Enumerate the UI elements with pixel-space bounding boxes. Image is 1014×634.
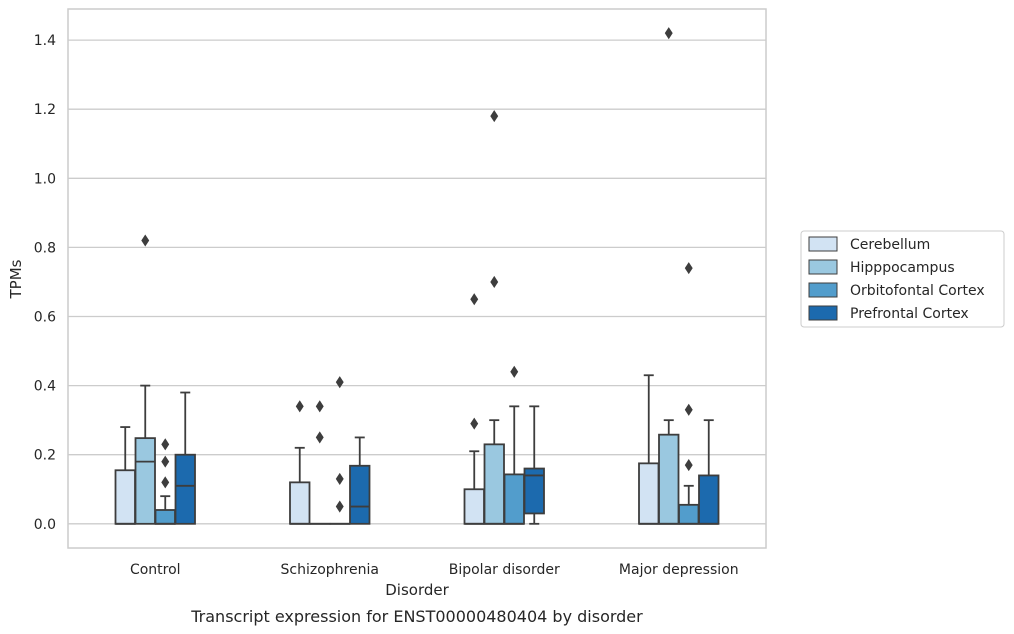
outlier-point bbox=[684, 262, 693, 275]
box-group bbox=[658, 27, 680, 525]
outlier-point bbox=[161, 455, 170, 468]
y-tick-label: 1.0 bbox=[34, 171, 56, 187]
y-axis-title: TPMs bbox=[7, 259, 25, 299]
outlier-point bbox=[470, 293, 479, 306]
box-group bbox=[698, 419, 720, 525]
x-tick-label: Control bbox=[130, 562, 181, 578]
legend-frame bbox=[800, 230, 1005, 328]
y-tick-label: 0.6 bbox=[34, 310, 56, 326]
box-body bbox=[114, 469, 136, 525]
box-body bbox=[483, 443, 505, 525]
y-tick-labels: 0.0 0.2 0.4 0.6 0.8 1.0 1.2 1.4 bbox=[34, 33, 56, 533]
y-tick-label: 1.2 bbox=[34, 102, 56, 118]
box-group bbox=[309, 400, 331, 525]
box-group bbox=[463, 293, 485, 525]
box-body bbox=[134, 437, 156, 525]
outlier-point bbox=[161, 476, 170, 489]
legend-swatch bbox=[808, 236, 838, 252]
outlier-point bbox=[141, 234, 150, 247]
y-tick-label: 0.8 bbox=[34, 240, 56, 256]
outlier-point bbox=[335, 500, 344, 513]
legend-swatch bbox=[808, 282, 838, 298]
outlier-point bbox=[470, 417, 479, 430]
box-group bbox=[154, 438, 176, 525]
box-group bbox=[134, 234, 156, 525]
box-body bbox=[174, 453, 196, 525]
outlier-point bbox=[490, 275, 499, 289]
y-tick-label: 0.0 bbox=[34, 517, 56, 533]
figure-caption: Transcript expression for ENST0000048040… bbox=[190, 607, 643, 626]
box-body bbox=[678, 503, 700, 525]
outlier-point bbox=[490, 110, 499, 123]
box-group bbox=[174, 391, 196, 525]
x-tick-label: Bipolar disorder bbox=[449, 562, 560, 578]
box-group bbox=[289, 400, 311, 525]
box-body bbox=[289, 481, 311, 525]
outlier-point bbox=[161, 438, 170, 451]
outlier-point bbox=[335, 376, 344, 389]
outlier-point bbox=[684, 403, 693, 416]
box-body bbox=[349, 464, 371, 525]
box-group bbox=[114, 426, 136, 525]
x-tick-label: Schizophrenia bbox=[281, 562, 379, 578]
box-body bbox=[523, 467, 545, 515]
legend-swatch bbox=[808, 259, 838, 275]
box-body bbox=[638, 462, 660, 525]
x-tick-labels: Control Schizophrenia Bipolar disorder Majo… bbox=[130, 562, 739, 578]
outlier-point bbox=[295, 400, 304, 413]
y-tick-label: 0.2 bbox=[34, 448, 56, 464]
outlier-point bbox=[315, 431, 324, 444]
outlier-point bbox=[684, 459, 693, 472]
box-group bbox=[638, 374, 660, 525]
plot-area-frame bbox=[67, 8, 767, 549]
box-body bbox=[658, 433, 680, 525]
outlier-point bbox=[315, 400, 324, 413]
outlier-point bbox=[510, 365, 519, 378]
y-tick-label: 1.4 bbox=[34, 33, 56, 49]
box-group bbox=[503, 365, 525, 525]
y-tick-label: 0.4 bbox=[34, 379, 56, 395]
box-group bbox=[483, 110, 505, 525]
outlier-point bbox=[664, 27, 673, 40]
legend: Cerebellum Hipppocampus Orbitofontal Corte… bbox=[800, 230, 1005, 328]
box-body bbox=[463, 488, 485, 525]
legend-label: Orbitofontal Cortex bbox=[850, 283, 985, 299]
legend-label: Hipppocampus bbox=[850, 260, 955, 276]
box-group bbox=[678, 262, 700, 525]
box-group bbox=[329, 376, 351, 525]
legend-swatch bbox=[808, 305, 838, 321]
box-body bbox=[698, 474, 720, 525]
box-body bbox=[154, 509, 176, 525]
box-group bbox=[523, 405, 545, 525]
box-series-layer bbox=[114, 27, 720, 525]
x-axis-title: Disorder bbox=[385, 581, 449, 599]
x-tick-label: Major depression bbox=[619, 562, 739, 578]
legend-label: Cerebellum bbox=[850, 237, 930, 253]
outlier-point bbox=[335, 472, 344, 485]
legend-label: Prefrontal Cortex bbox=[850, 306, 969, 322]
box-body bbox=[503, 473, 525, 525]
box-group bbox=[349, 436, 371, 525]
